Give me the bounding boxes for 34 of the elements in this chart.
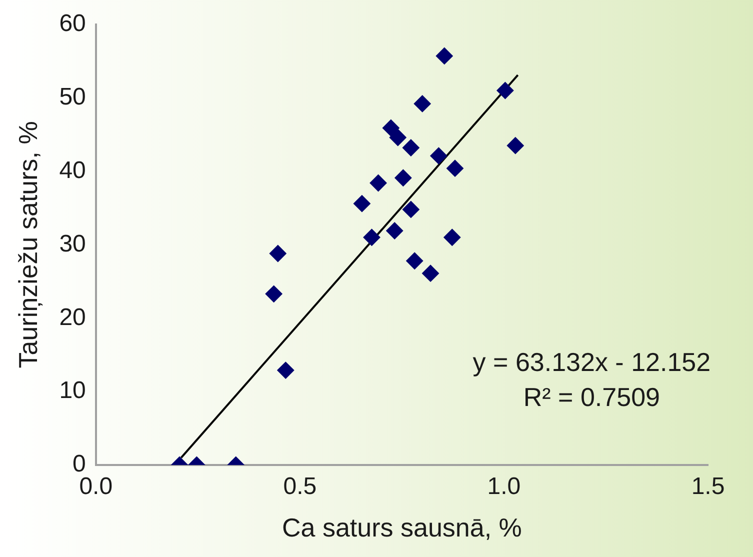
- point: [394, 169, 412, 186]
- point: [382, 119, 400, 136]
- y-tick-label: 10: [59, 377, 86, 404]
- point: [436, 47, 453, 64]
- y-tick-label: 50: [59, 83, 86, 110]
- y-tick-label: 20: [59, 304, 86, 331]
- point: [506, 137, 524, 154]
- y-tick-label: 30: [59, 230, 86, 258]
- point: [406, 252, 424, 270]
- point: [496, 82, 514, 99]
- point: [265, 285, 282, 302]
- point: [277, 362, 294, 379]
- y-tick-label: 60: [59, 10, 86, 38]
- y-axis-title: Tauriņziežu saturs, %: [12, 121, 43, 368]
- point: [444, 228, 461, 246]
- x-axis-title: Ca saturs sausnā, %: [282, 512, 522, 543]
- x-tick-label: 1.0: [487, 473, 521, 500]
- point: [430, 147, 448, 164]
- point: [363, 228, 380, 246]
- y-tick-label: 40: [59, 156, 86, 184]
- annotation: R² = 0.7509: [523, 382, 660, 412]
- point: [386, 222, 404, 240]
- point: [414, 95, 431, 112]
- point: [402, 139, 420, 156]
- point: [422, 264, 440, 282]
- x-tick-label: 0.5: [283, 473, 317, 500]
- x-tick-label: 1.5: [691, 473, 725, 500]
- point: [389, 128, 406, 146]
- point: [446, 160, 464, 177]
- point: [353, 195, 370, 212]
- annotation: y = 63.132x - 12.152: [472, 346, 711, 377]
- point: [370, 174, 387, 192]
- point: [402, 200, 420, 218]
- point: [269, 245, 286, 262]
